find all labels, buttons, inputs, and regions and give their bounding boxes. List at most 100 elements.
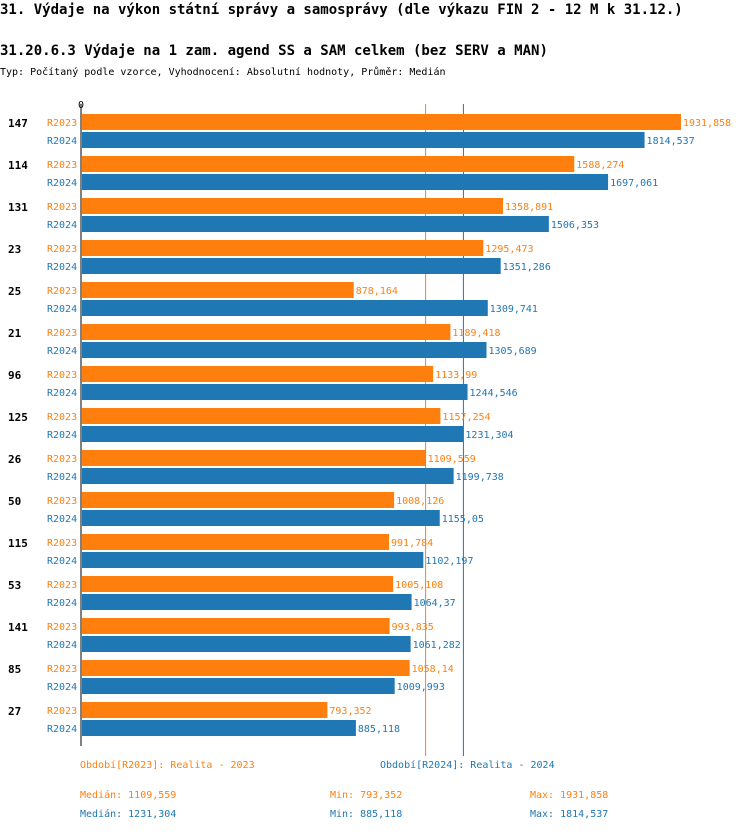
bar-r2023: [82, 618, 390, 634]
bar-r2023: [82, 408, 441, 424]
bar-r2024: [82, 300, 488, 316]
bar-r2024: [82, 342, 487, 358]
series-label-r2024: R2024: [47, 178, 77, 189]
category-label: 53: [8, 579, 21, 592]
category-label: 26: [8, 453, 22, 466]
series-label-r2024: R2024: [47, 724, 77, 735]
value-label-r2024: 1064,37: [414, 598, 456, 609]
bar-r2023: [82, 702, 328, 718]
bar-r2024: [82, 636, 411, 652]
page-title: 31. Výdaje na výkon státní správy a samo…: [0, 2, 683, 18]
value-label-r2023: 991,784: [391, 538, 433, 549]
value-label-r2023: 1133,99: [435, 370, 477, 381]
legend-r2024: Období[R2024]: Realita - 2024: [380, 760, 555, 771]
series-label-r2023: R2023: [47, 370, 77, 381]
stat-min-r2024: Min: 885,118: [330, 809, 403, 820]
stat-max-r2024: Max: 1814,537: [530, 809, 609, 820]
category-label: 131: [8, 201, 28, 214]
value-label-r2024: 1244,546: [470, 388, 518, 399]
series-label-r2023: R2023: [47, 580, 77, 591]
series-label-r2023: R2023: [47, 622, 77, 633]
series-label-r2024: R2024: [47, 136, 77, 147]
bar-r2023: [82, 156, 575, 172]
chart-subtitle: 31.20.6.3 Výdaje na 1 zam. agend SS a SA…: [0, 43, 548, 59]
stat-median-r2024: Medián: 1231,304: [80, 809, 177, 820]
value-label-r2023: 878,164: [356, 286, 398, 297]
series-label-r2023: R2023: [47, 496, 77, 507]
series-label-r2023: R2023: [47, 328, 77, 339]
value-label-r2024: 1309,741: [490, 304, 538, 315]
value-label-r2024: 1199,738: [456, 472, 504, 483]
bar-r2023: [82, 198, 504, 214]
series-label-r2024: R2024: [47, 220, 77, 231]
series-label-r2024: R2024: [47, 262, 77, 273]
bar-r2023: [82, 492, 395, 508]
value-label-r2023: 1058,14: [412, 664, 454, 675]
bar-r2024: [82, 468, 454, 484]
value-label-r2024: 1231,304: [465, 430, 513, 441]
bar-r2023: [82, 450, 426, 466]
bar-r2023: [82, 282, 354, 298]
stat-max-r2023: Max: 1931,858: [530, 790, 609, 801]
value-label-r2023: 1588,274: [576, 160, 624, 171]
series-label-r2024: R2024: [47, 640, 77, 651]
category-label: 147: [8, 117, 28, 130]
category-label: 115: [8, 537, 28, 550]
category-label: 50: [8, 495, 21, 508]
series-label-r2024: R2024: [47, 304, 77, 315]
value-label-r2024: 1102,197: [425, 556, 473, 567]
bar-r2024: [82, 510, 440, 526]
series-label-r2023: R2023: [47, 706, 77, 717]
series-label-r2023: R2023: [47, 412, 77, 423]
value-label-r2024: 1061,282: [413, 640, 461, 651]
series-label-r2024: R2024: [47, 346, 77, 357]
bar-r2023: [82, 534, 390, 550]
value-label-r2023: 1109,559: [428, 454, 476, 465]
series-label-r2023: R2023: [47, 538, 77, 549]
value-label-r2023: 1295,473: [485, 244, 533, 255]
bar-r2024: [82, 426, 464, 442]
category-label: 114: [8, 159, 28, 172]
series-label-r2023: R2023: [47, 664, 77, 675]
category-label: 27: [8, 705, 21, 718]
value-label-r2023: 1008,126: [396, 496, 444, 507]
legend-r2023: Období[R2023]: Realita - 2023: [80, 760, 255, 771]
series-label-r2023: R2023: [47, 160, 77, 171]
bar-r2024: [82, 174, 609, 190]
bar-r2023: [82, 114, 681, 130]
bar-r2023: [82, 324, 451, 340]
value-label-r2024: 1697,061: [610, 178, 658, 189]
value-label-r2023: 1005,108: [395, 580, 443, 591]
category-label: 96: [8, 369, 22, 382]
value-label-r2023: 1157,254: [442, 412, 490, 423]
value-label-r2023: 793,352: [329, 706, 371, 717]
series-label-r2024: R2024: [47, 388, 77, 399]
series-label-r2024: R2024: [47, 556, 77, 567]
series-label-r2024: R2024: [47, 682, 77, 693]
series-label-r2023: R2023: [47, 286, 77, 297]
value-label-r2023: 1358,891: [505, 202, 553, 213]
value-label-r2024: 1009,993: [397, 682, 445, 693]
value-label-r2024: 885,118: [358, 724, 400, 735]
category-label: 21: [8, 327, 22, 340]
category-label: 23: [8, 243, 21, 256]
value-label-r2023: 993,835: [392, 622, 434, 633]
value-label-r2024: 1155,05: [442, 514, 484, 525]
series-label-r2024: R2024: [47, 430, 77, 441]
bar-r2023: [82, 240, 484, 256]
category-label: 25: [8, 285, 21, 298]
value-label-r2024: 1305,689: [489, 346, 537, 357]
chart-info: Typ: Počítaný podle vzorce, Vyhodnocení:…: [0, 67, 446, 78]
series-label-r2024: R2024: [47, 514, 77, 525]
bar-r2024: [82, 678, 395, 694]
value-label-r2023: 1189,418: [452, 328, 500, 339]
bar-r2023: [82, 366, 434, 382]
series-label-r2023: R2023: [47, 244, 77, 255]
bar-r2024: [82, 720, 356, 736]
series-label-r2023: R2023: [47, 118, 77, 129]
series-label-r2024: R2024: [47, 472, 77, 483]
bar-r2024: [82, 384, 468, 400]
bar-r2024: [82, 594, 412, 610]
bar-r2024: [82, 552, 424, 568]
